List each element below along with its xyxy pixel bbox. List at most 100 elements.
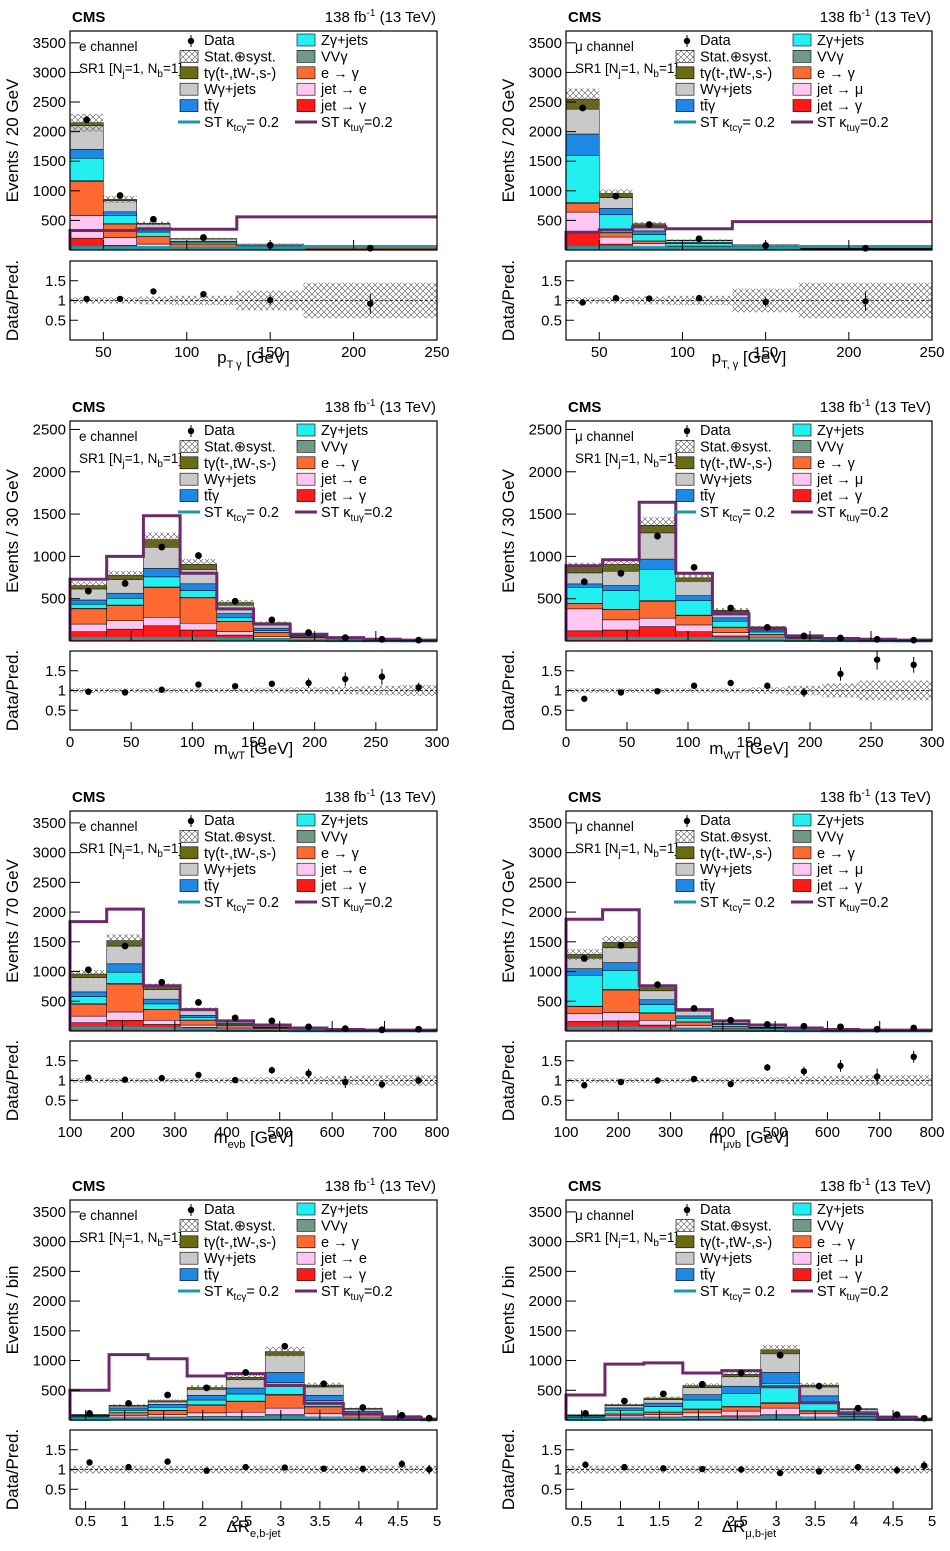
legend-entry-label: Zγ+jets <box>321 33 368 49</box>
chart-panel-6: CMS 138 fb-1 (13 TeV)50010001500200025003… <box>499 788 945 1151</box>
channel-label: μ channel <box>575 39 634 54</box>
stack-ttgamma-bar <box>136 229 171 233</box>
stack-Zgamma-bar <box>643 1406 684 1413</box>
lumi-exponent: -1 <box>862 1177 871 1188</box>
legend-swatch <box>296 830 316 843</box>
stack-ttgamma-bar <box>602 962 640 971</box>
legend-entry-label: VVγ <box>321 1218 348 1234</box>
ratio-point <box>305 1070 312 1077</box>
stack-e_gamma-bar <box>108 1412 149 1417</box>
plot-frame <box>69 30 438 251</box>
y-tick-label: 1000 <box>529 548 562 565</box>
data-point <box>281 1342 289 1350</box>
signal-st-ktu-line <box>564 500 932 642</box>
ratio-point <box>645 295 653 302</box>
lumi-value: 138 fb <box>325 1178 367 1195</box>
lumi-label: 138 fb-1 (13 TeV) <box>325 398 436 416</box>
data-point <box>579 104 587 112</box>
y-tick-label: 1500 <box>529 506 562 523</box>
legend-swatch <box>792 1219 812 1232</box>
ratio-point <box>621 1463 628 1471</box>
ratio-point <box>764 682 771 689</box>
region-label: SR1 [Nj=1, Nb=1] <box>575 1230 678 1249</box>
stack-ttgamma-bar <box>253 627 291 631</box>
legend-entry-label: Wγ+jets <box>700 862 752 878</box>
energy-label: (13 TeV) <box>870 1178 931 1195</box>
legend-swatch <box>792 1268 812 1281</box>
stack-Zgamma-bar <box>225 1393 266 1402</box>
uncertainty-band <box>70 970 107 979</box>
legend-swatch <box>792 423 812 437</box>
ratio-y-tick-label: 0.5 <box>541 312 562 329</box>
legend-entry-label: tt̄γ <box>700 99 716 115</box>
data-point <box>854 1404 862 1412</box>
legend-swatch <box>296 472 316 486</box>
legend-entry-label: tγ(t-,tW-,s-) <box>204 846 276 862</box>
x-tick-label: 100 <box>180 734 205 751</box>
y-tick-label: 2500 <box>33 421 66 438</box>
plot-frame <box>69 1199 438 1421</box>
stack-Zgamma-bar <box>179 590 218 598</box>
stack-Zgamma-bar <box>143 1003 181 1010</box>
stack-e_gamma-bar <box>136 236 171 245</box>
legend-swatch <box>179 879 199 892</box>
legend-entry-label: jet → μ <box>816 862 863 878</box>
data-point <box>862 244 869 252</box>
stack-e_gamma-bar <box>675 1021 713 1026</box>
ratio-point <box>815 1468 823 1475</box>
data-point <box>727 1016 735 1024</box>
x-tick-label: 700 <box>867 1124 892 1141</box>
stack-jet_lep-bar <box>565 211 600 233</box>
lumi-exponent: -1 <box>862 788 871 799</box>
legend-entry-label: ST κtcγ= 0.2 <box>700 115 775 134</box>
legend-swatch <box>792 456 812 470</box>
signal-st-ktu-line <box>68 1353 437 1421</box>
stack-e_gamma-bar <box>216 1025 254 1029</box>
stack-jet_lep-bar <box>216 631 254 636</box>
legend-entry-label: ST κtuγ=0.2 <box>817 115 889 134</box>
stack-ttgamma-bar <box>69 149 104 159</box>
data-point <box>873 635 881 643</box>
uncertainty-band <box>103 195 137 203</box>
y-tick-label: 1500 <box>529 1323 562 1340</box>
legend-swatch <box>179 862 199 876</box>
plot-frame <box>565 1199 933 1421</box>
lumi-label: 138 fb-1 (13 TeV) <box>820 8 931 26</box>
uncertainty-band <box>675 573 713 583</box>
stack-e_gamma-bar <box>304 1406 344 1414</box>
stack-Zgamma-bar <box>106 598 144 606</box>
x-tick-label: 4 <box>850 1513 858 1530</box>
ratio-uncertainty-band <box>180 1078 217 1083</box>
stack-Zgamma-bar <box>748 631 786 635</box>
y-tick-label: 2500 <box>529 874 562 891</box>
lumi-value: 138 fb <box>325 399 367 416</box>
stack-ttgamma-bar <box>264 1372 305 1383</box>
ratio-point <box>266 296 274 304</box>
ratio-point <box>367 300 374 307</box>
cms-label: CMS <box>568 9 601 26</box>
x-tick-label: 150 <box>753 344 778 361</box>
stack-Zgamma-bar <box>216 617 254 622</box>
ratio-y-tick-label: 1.5 <box>541 663 562 680</box>
plot-frame <box>565 810 933 1032</box>
stack-e_gamma-bar <box>721 1406 761 1412</box>
legend-entry-label: Zγ+jets <box>817 813 864 829</box>
ratio-y-tick-label: 1.5 <box>541 1053 562 1070</box>
x-tick-label: 2.5 <box>727 1513 748 1530</box>
x-tick-label: 3.5 <box>309 1513 330 1530</box>
x-tick-label: 50 <box>591 344 608 361</box>
y-tick-label: 1000 <box>529 964 562 981</box>
stack-Wgamma-bar <box>147 1401 188 1405</box>
legend-entry-label: jet → γ <box>816 1268 863 1284</box>
legend-entry-label: tγ(t-,tW-,s-) <box>204 456 276 472</box>
data-point <box>776 1351 784 1359</box>
stack-e_gamma-bar <box>565 202 600 213</box>
ratio-point <box>873 656 881 663</box>
x-tick-label: 0.5 <box>571 1513 592 1530</box>
y-tick-label: 3000 <box>529 64 562 81</box>
legend-entry-label: Wγ+jets <box>204 862 256 878</box>
x-tick-label: 0 <box>66 734 74 751</box>
ratio-point <box>121 689 129 696</box>
ratio-point <box>85 688 92 695</box>
y-tick-label: 500 <box>537 212 562 229</box>
